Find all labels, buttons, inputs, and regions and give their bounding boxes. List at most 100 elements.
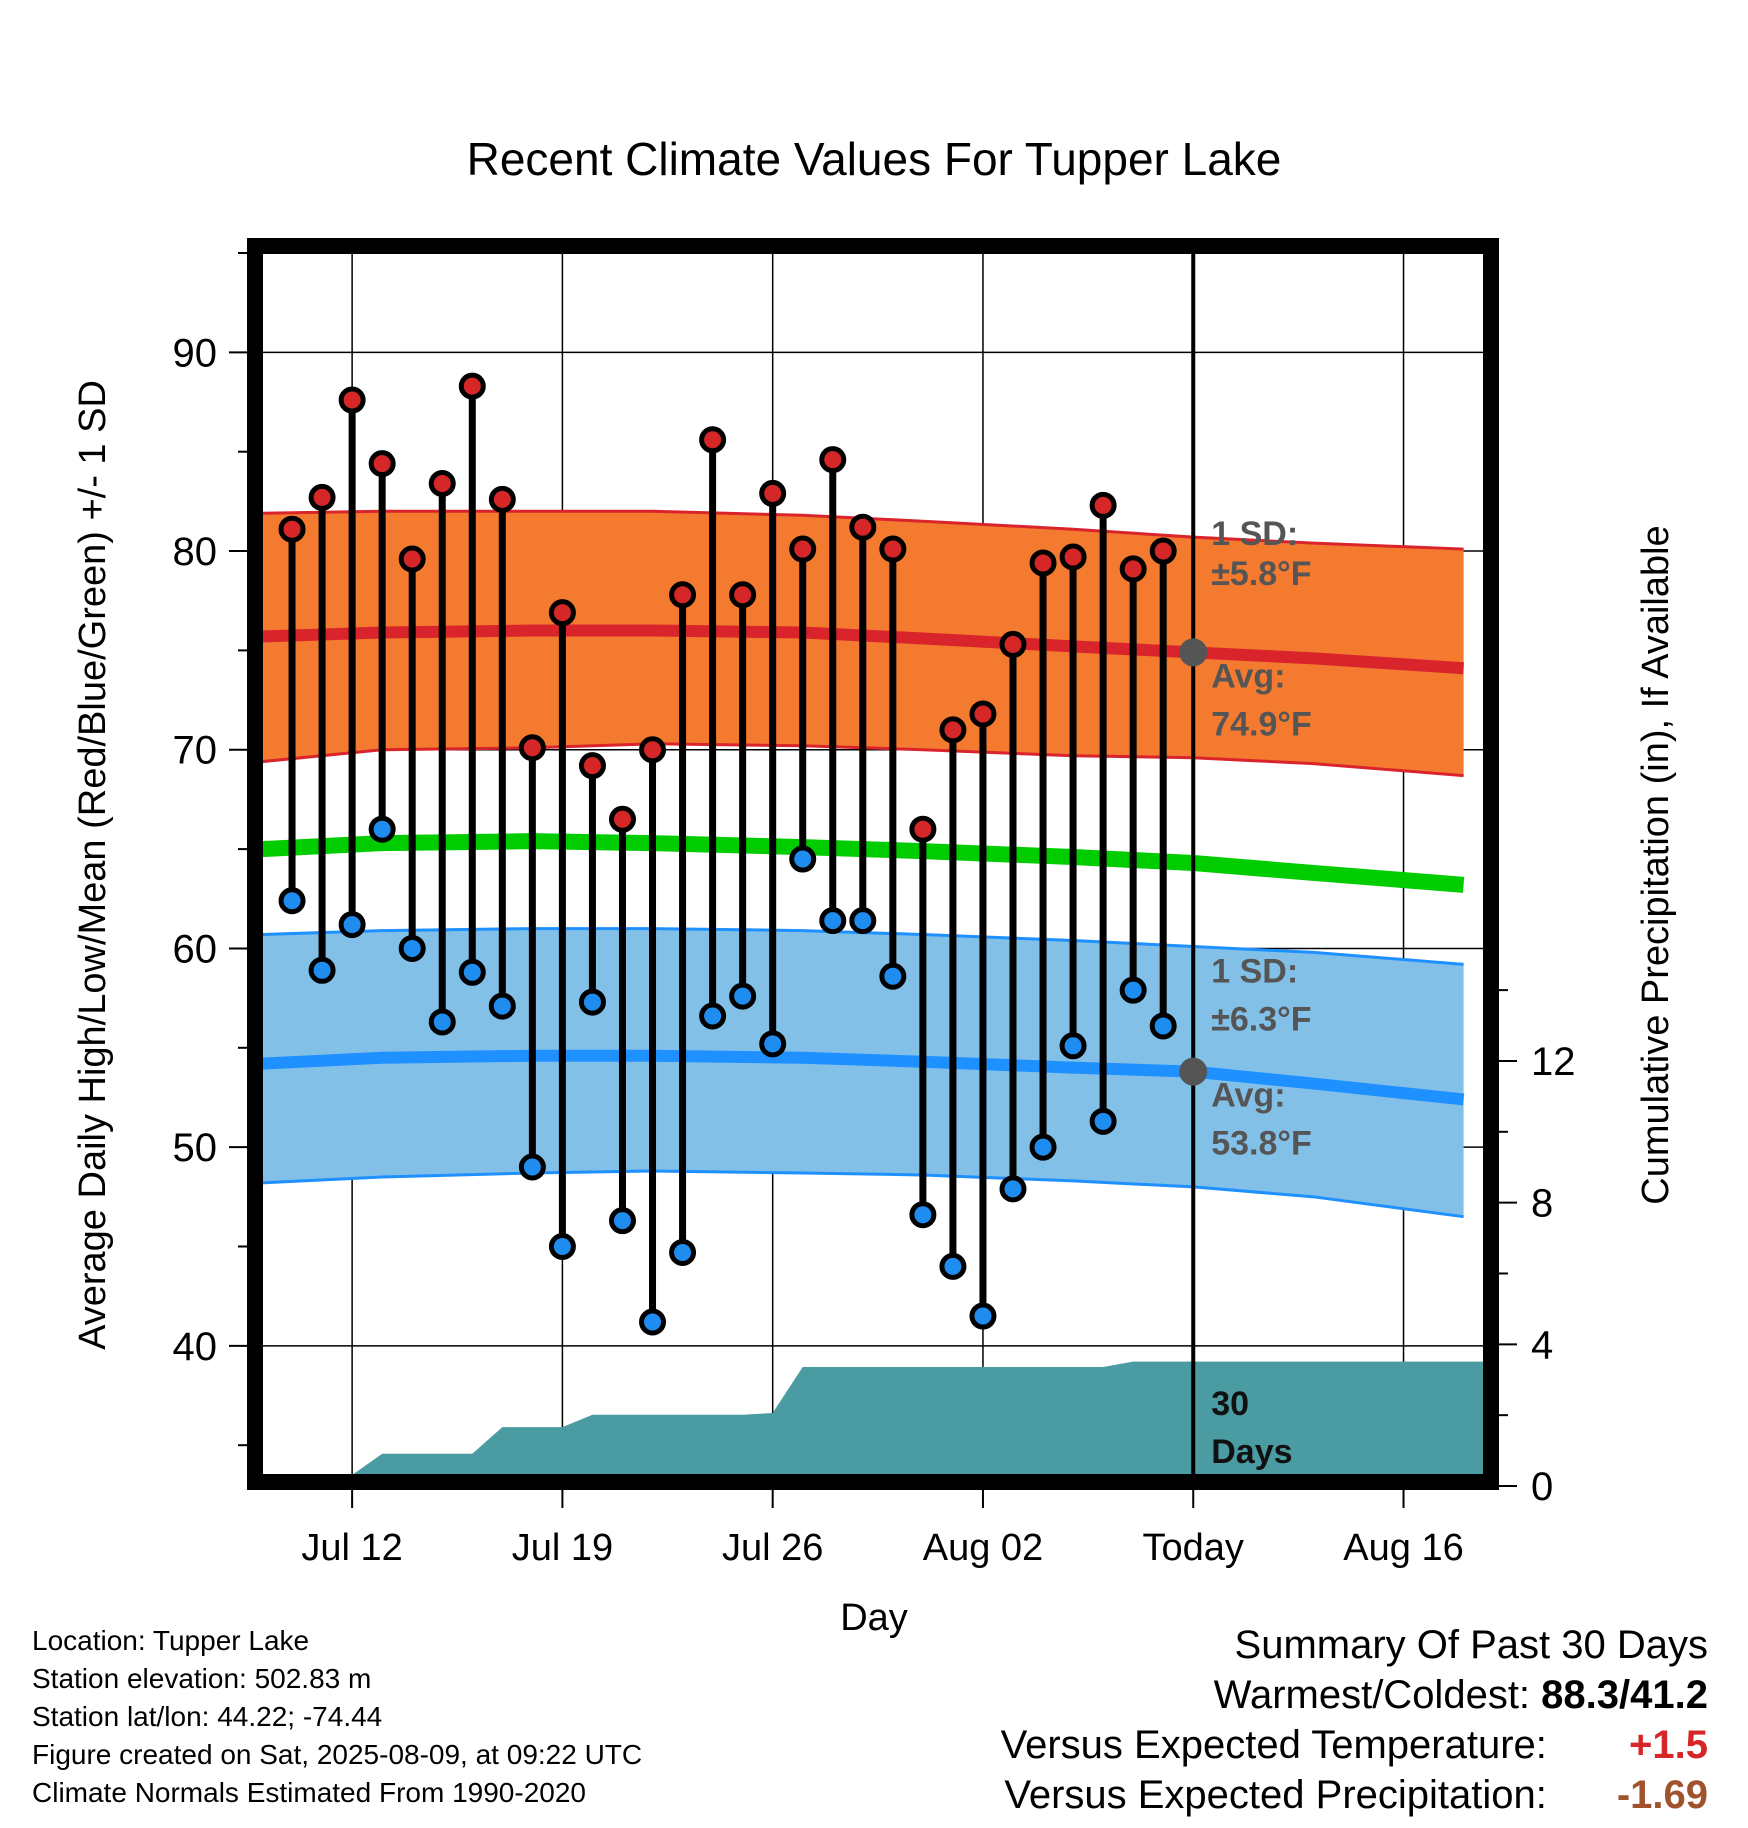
summary-temp-label: Versus Expected Temperature: [1000,1723,1547,1767]
daily-high-point [819,446,847,474]
figure-created: Figure created on Sat, 2025-08-09, at 09… [32,1739,643,1770]
daily-high-point [759,479,787,507]
daily-high-point [458,372,486,400]
daily-low-point [368,815,396,843]
daily-low-point [879,962,907,990]
daily-low-point [1029,1133,1057,1161]
daily-low-point [639,1308,667,1336]
daily-high-point [999,630,1027,658]
annotation-days-number: 30 [1211,1385,1249,1423]
daily-high-point [729,581,757,609]
summary-warmest-label: Warmest/Coldest: [1213,1673,1531,1717]
summary-precip-value: -1.69 [1616,1773,1708,1817]
y2-tick-label: 0 [1531,1465,1553,1509]
daily-low-point [699,1002,727,1030]
daily-high-point [428,469,456,497]
daily-low-point [969,1302,997,1330]
annotation-high-avg-value: 74.9°F [1211,705,1312,743]
annotation-low-avg-value: 53.8°F [1211,1125,1312,1163]
summary-temp-value: +1.5 [1629,1723,1708,1767]
daily-low-point [1059,1032,1087,1060]
station-elevation: Station elevation: 502.83 m [32,1663,372,1694]
daily-high-point [278,515,306,543]
daily-low-point [1149,1012,1177,1040]
daily-low-point [458,958,486,986]
today-high-avg-marker [1179,638,1208,667]
daily-high-point [578,752,606,780]
summary-warmest-row: Warmest/Coldest: 88.3/41.2 [1001,1670,1708,1720]
daily-low-point [308,956,336,984]
annotation-low-avg-label: Avg: [1211,1077,1285,1115]
daily-high-point [909,815,937,843]
daily-low-point [1119,976,1147,1004]
y2-axis-label: Cumulative Precipitation (in), If Availa… [1635,525,1677,1204]
summary-precip-row: Versus Expected Precipitation: -1.69 [1001,1770,1708,1820]
summary-warmest-value: 88.3/41.2 [1541,1673,1708,1717]
x-tick-label: Aug 02 [923,1527,1043,1569]
daily-high-point [1119,555,1147,583]
daily-low-point [578,988,606,1016]
daily-low-point [428,1008,456,1036]
daily-low-point [939,1252,967,1280]
y2-tick-label: 4 [1531,1323,1553,1367]
daily-low-point [278,887,306,915]
daily-low-point [1089,1107,1117,1135]
plot-frame [247,238,1499,1490]
daily-low-point [669,1238,697,1266]
daily-high-point [969,700,997,728]
y-tick-label: 80 [173,530,218,574]
station-location: Location: Tupper Lake [32,1625,310,1656]
precip-area [292,1361,1484,1475]
summary-title: Summary Of Past 30 Days [1234,1623,1708,1667]
annotation-days-word: Days [1211,1433,1292,1471]
daily-high-point [669,581,697,609]
x-tick-label: Aug 16 [1343,1527,1463,1569]
y-tick-label: 60 [173,927,218,971]
daily-high-point [639,736,667,764]
station-latlon: Station lat/lon: 44.22; -74.44 [32,1701,383,1732]
daily-high-point [789,535,817,563]
daily-high-point [398,545,426,573]
daily-high-point [699,426,727,454]
y-axis-label: Average Daily High/Low/Mean (Red/Blue/Gr… [72,380,114,1350]
annotation-low-sd-label: 1 SD: [1211,952,1298,990]
summary-temp-row: Versus Expected Temperature: +1.5 [1001,1720,1708,1770]
annotation-high-sd-value: ±5.8°F [1211,555,1311,593]
daily-high-point [849,513,877,541]
annotation-low-sd-value: ±6.3°F [1211,1000,1311,1038]
daily-high-point [488,485,516,513]
daily-low-point [608,1207,636,1235]
daily-low-point [759,1030,787,1058]
daily-low-point [548,1232,576,1260]
summary-precip-label: Versus Expected Precipitation: [1004,1773,1547,1817]
daily-low-point [849,907,877,935]
normal-low-line [262,1049,1465,1106]
normals-period: Climate Normals Estimated From 1990-2020 [32,1777,586,1808]
station-info: Location: Tupper Lake Station elevation:… [32,1622,642,1812]
daily-high-point [939,716,967,744]
y-tick-label: 40 [173,1325,218,1369]
daily-high-point [879,535,907,563]
daily-high-point [548,599,576,627]
daily-low-point [909,1201,937,1229]
daily-high-point [338,386,366,414]
axes: 40 50 60 70 80 90 0 4 8 12 Jul 12 Jul 19 Jul 26 Aug 0… [173,238,1576,1569]
y-tick-label: 90 [173,331,218,375]
daily-low-point [338,911,366,939]
y-tick-label: 70 [173,729,218,773]
y-tick-label: 50 [173,1126,218,1170]
daily-high-point [518,734,546,762]
daily-high-point [1149,537,1177,565]
daily-high-point [608,805,636,833]
summary-panel: Summary Of Past 30 Days Warmest/Coldest:… [1001,1620,1708,1820]
x-tick-label: Jul 12 [301,1527,402,1569]
y2-tick-label: 8 [1531,1182,1553,1226]
annotation-high-avg-label: Avg: [1211,657,1285,695]
daily-low-point [819,907,847,935]
daily-low-point [789,845,817,873]
daily-low-point [488,992,516,1020]
daily-low-point [729,982,757,1010]
